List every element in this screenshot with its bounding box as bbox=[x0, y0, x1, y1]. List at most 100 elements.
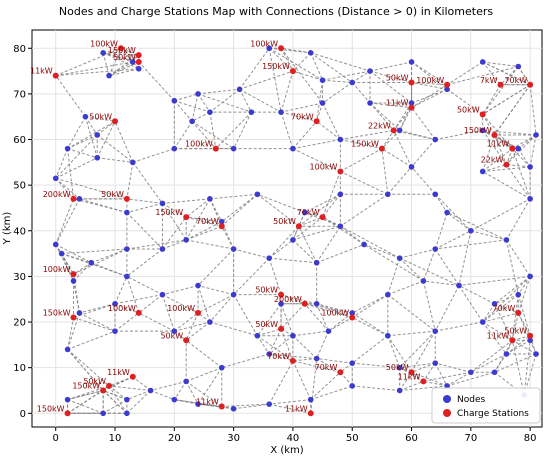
connection-line bbox=[517, 148, 531, 168]
charge-station-label: 22kW bbox=[368, 121, 391, 130]
connection-line bbox=[173, 381, 187, 400]
node-point bbox=[195, 282, 201, 289]
connection-line bbox=[174, 399, 199, 405]
connection-line bbox=[239, 89, 252, 113]
node-point bbox=[396, 255, 403, 261]
node-point bbox=[527, 337, 533, 344]
connection-line bbox=[482, 84, 501, 115]
x-tick-label: 10 bbox=[109, 433, 122, 444]
node-point bbox=[396, 364, 403, 371]
connection-line bbox=[411, 139, 436, 168]
connection-line bbox=[434, 212, 448, 250]
charge-station-point bbox=[100, 387, 107, 394]
connection-line bbox=[292, 358, 317, 362]
charge-station-label: 150kW bbox=[464, 126, 492, 135]
charge-station-label: 100kW bbox=[90, 39, 118, 48]
connection-line bbox=[221, 193, 258, 227]
connection-line bbox=[126, 276, 140, 314]
connection-line bbox=[316, 303, 353, 318]
connection-line bbox=[505, 198, 531, 241]
connection-line bbox=[84, 116, 98, 136]
connection-line bbox=[185, 380, 223, 407]
connection-line bbox=[322, 102, 341, 140]
charge-station-point bbox=[408, 79, 415, 86]
connection-line bbox=[67, 330, 116, 350]
connection-line bbox=[102, 52, 110, 76]
node-point bbox=[100, 410, 106, 417]
connection-line bbox=[79, 198, 128, 214]
connection-line bbox=[126, 390, 151, 414]
connection-line bbox=[411, 81, 448, 86]
connection-line bbox=[197, 285, 234, 296]
connection-line bbox=[269, 353, 294, 362]
connection-line bbox=[381, 130, 395, 149]
connection-line bbox=[511, 340, 525, 396]
connection-layer bbox=[55, 47, 537, 414]
connection-line bbox=[280, 48, 294, 72]
connection-line bbox=[162, 202, 187, 218]
charge-station-point bbox=[183, 337, 190, 344]
connection-line bbox=[67, 120, 116, 150]
connection-line bbox=[511, 148, 531, 200]
node-point bbox=[94, 132, 101, 138]
node-point bbox=[189, 118, 195, 125]
connection-line bbox=[197, 93, 211, 113]
charge-station-point bbox=[307, 410, 314, 417]
connection-line bbox=[280, 294, 317, 305]
connection-line bbox=[280, 47, 311, 54]
connection-line bbox=[67, 148, 75, 199]
connection-line bbox=[352, 294, 389, 314]
node-point bbox=[159, 246, 166, 252]
charge-station-label: 70kW bbox=[267, 352, 290, 361]
node-point bbox=[307, 50, 314, 56]
connection-line bbox=[268, 48, 282, 113]
y-axis-label: Y (km) bbox=[2, 212, 13, 246]
connection-line bbox=[411, 107, 436, 140]
connection-line bbox=[61, 248, 127, 255]
charge-station-point bbox=[349, 314, 356, 321]
connection-line bbox=[126, 390, 151, 401]
connection-line bbox=[482, 84, 531, 115]
node-point bbox=[195, 91, 201, 97]
connection-line bbox=[399, 107, 412, 131]
y-tick-label: 50 bbox=[13, 181, 26, 192]
charge-station-point bbox=[70, 314, 77, 321]
connection-line bbox=[435, 239, 507, 250]
connection-line bbox=[316, 244, 365, 264]
node-point bbox=[248, 109, 255, 115]
connection-line bbox=[482, 321, 507, 355]
connection-line bbox=[458, 285, 484, 323]
charge-station-label: 7kW bbox=[480, 76, 498, 85]
x-tick-label: 40 bbox=[287, 433, 300, 444]
connection-line bbox=[186, 239, 234, 250]
connection-line bbox=[292, 330, 329, 337]
connection-line bbox=[221, 225, 235, 250]
charge-station-label: 50kW bbox=[160, 331, 183, 340]
connection-line bbox=[292, 148, 341, 172]
connection-line bbox=[162, 239, 187, 250]
node-point bbox=[254, 332, 261, 339]
connection-line bbox=[67, 116, 86, 149]
connection-line bbox=[399, 367, 424, 382]
node-point bbox=[468, 227, 474, 234]
connection-line bbox=[292, 52, 312, 72]
charge-station-point bbox=[278, 325, 285, 332]
y-tick-label: 40 bbox=[13, 226, 26, 237]
connection-line bbox=[470, 230, 507, 241]
node-point bbox=[183, 378, 189, 385]
connection-line bbox=[399, 248, 436, 259]
charge-station-point bbox=[313, 118, 320, 125]
connection-line bbox=[150, 380, 187, 391]
connection-line bbox=[411, 362, 436, 373]
connection-line bbox=[482, 321, 513, 341]
connection-line bbox=[482, 129, 537, 136]
node-point bbox=[130, 59, 136, 65]
legend: Nodes Charge Stations bbox=[431, 387, 541, 424]
charge-station-point bbox=[70, 195, 77, 202]
connection-line bbox=[482, 61, 531, 86]
connection-line bbox=[422, 280, 436, 332]
connection-line bbox=[482, 134, 496, 172]
node-point bbox=[503, 351, 510, 357]
